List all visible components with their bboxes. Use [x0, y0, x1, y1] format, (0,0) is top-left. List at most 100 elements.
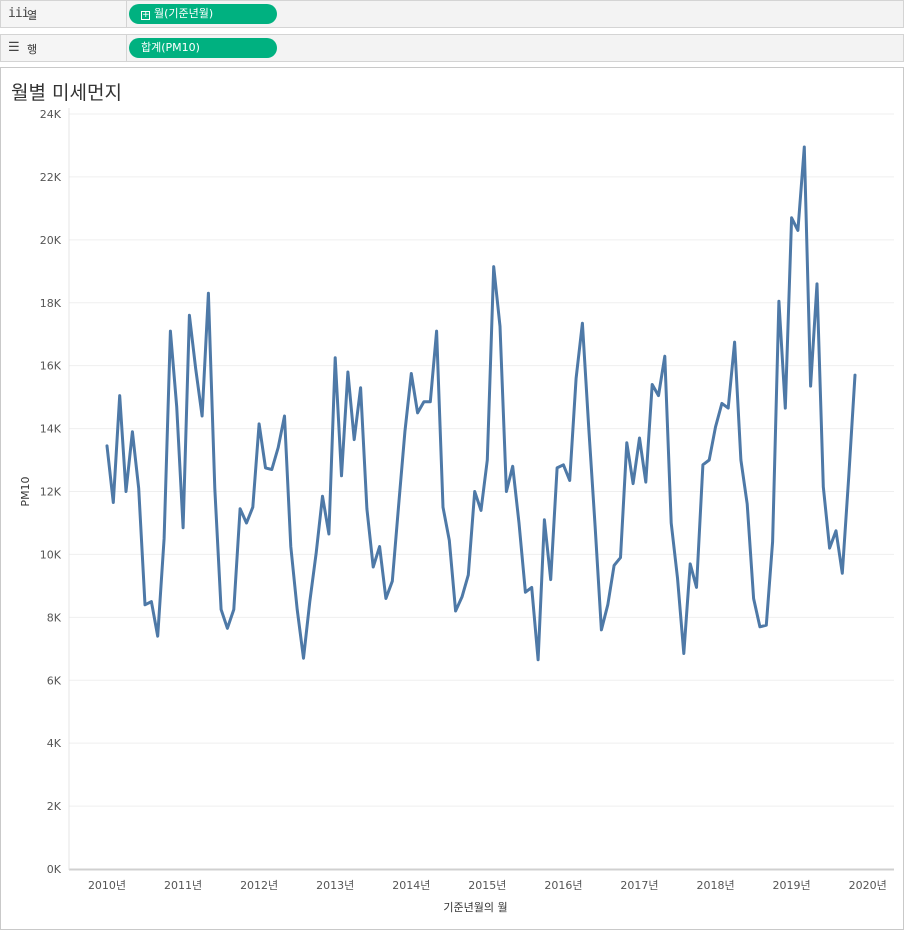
- data-point[interactable]: [441, 505, 446, 510]
- data-point[interactable]: [111, 500, 116, 505]
- data-point[interactable]: [643, 480, 648, 485]
- data-point[interactable]: [320, 494, 325, 499]
- data-point[interactable]: [282, 414, 287, 419]
- data-point[interactable]: [808, 384, 813, 389]
- data-point[interactable]: [326, 532, 331, 537]
- data-point[interactable]: [853, 373, 858, 378]
- data-point[interactable]: [846, 475, 851, 480]
- data-point[interactable]: [624, 440, 629, 445]
- data-point[interactable]: [295, 607, 300, 612]
- data-point[interactable]: [174, 404, 179, 409]
- data-point[interactable]: [364, 506, 369, 511]
- data-point[interactable]: [669, 521, 674, 526]
- data-point[interactable]: [212, 486, 217, 491]
- data-point[interactable]: [200, 414, 205, 419]
- data-point[interactable]: [745, 502, 750, 507]
- data-point[interactable]: [314, 550, 319, 555]
- data-point[interactable]: [352, 437, 357, 442]
- data-point[interactable]: [751, 596, 756, 601]
- data-point[interactable]: [561, 462, 566, 467]
- data-point[interactable]: [447, 538, 452, 543]
- data-point[interactable]: [193, 366, 198, 371]
- data-point[interactable]: [523, 590, 528, 595]
- data-point[interactable]: [238, 506, 243, 511]
- data-point[interactable]: [726, 406, 731, 411]
- series-line[interactable]: [105, 145, 857, 662]
- data-point[interactable]: [548, 577, 553, 582]
- data-point[interactable]: [383, 596, 388, 601]
- data-point[interactable]: [834, 528, 839, 533]
- data-point[interactable]: [453, 609, 458, 614]
- data-point[interactable]: [358, 385, 363, 390]
- data-point[interactable]: [719, 401, 724, 406]
- data-point[interactable]: [485, 458, 490, 463]
- data-point[interactable]: [637, 436, 642, 441]
- data-point[interactable]: [631, 481, 636, 486]
- data-point[interactable]: [181, 525, 186, 530]
- data-point[interactable]: [143, 602, 148, 607]
- data-point[interactable]: [345, 370, 350, 375]
- rows-pill[interactable]: 합계(PM10): [129, 38, 277, 58]
- data-point[interactable]: [662, 354, 667, 359]
- data-point[interactable]: [821, 484, 826, 489]
- rows-drop-area[interactable]: 합계(PM10): [127, 35, 903, 61]
- data-point[interactable]: [789, 215, 794, 220]
- data-point[interactable]: [605, 602, 610, 607]
- data-point[interactable]: [529, 585, 534, 590]
- data-point[interactable]: [472, 489, 477, 494]
- data-point[interactable]: [681, 651, 686, 656]
- data-point[interactable]: [517, 521, 522, 526]
- data-point[interactable]: [555, 465, 560, 470]
- data-point[interactable]: [402, 429, 407, 434]
- data-point[interactable]: [428, 399, 433, 404]
- data-point[interactable]: [536, 657, 541, 662]
- data-point[interactable]: [599, 627, 604, 632]
- data-point[interactable]: [542, 517, 547, 522]
- data-point[interactable]: [510, 464, 515, 469]
- data-point[interactable]: [650, 382, 655, 387]
- data-point[interactable]: [795, 228, 800, 233]
- data-point[interactable]: [377, 544, 382, 549]
- data-point[interactable]: [802, 145, 807, 150]
- data-point[interactable]: [504, 489, 509, 494]
- data-point[interactable]: [783, 406, 788, 411]
- data-point[interactable]: [593, 524, 598, 529]
- data-point[interactable]: [827, 546, 832, 551]
- data-point[interactable]: [155, 634, 160, 639]
- data-point[interactable]: [612, 563, 617, 568]
- columns-pill[interactable]: + 월(기준년월): [129, 4, 277, 24]
- data-point[interactable]: [276, 445, 281, 450]
- data-point[interactable]: [700, 462, 705, 467]
- data-point[interactable]: [618, 555, 623, 560]
- data-point[interactable]: [409, 371, 414, 376]
- data-point[interactable]: [219, 607, 224, 612]
- data-point[interactable]: [815, 281, 820, 286]
- data-point[interactable]: [301, 656, 306, 661]
- data-point[interactable]: [187, 313, 192, 318]
- data-point[interactable]: [136, 486, 141, 491]
- data-point[interactable]: [840, 571, 845, 576]
- data-point[interactable]: [396, 503, 401, 508]
- data-point[interactable]: [117, 393, 122, 398]
- data-point[interactable]: [257, 421, 262, 426]
- data-point[interactable]: [479, 508, 484, 513]
- data-point[interactable]: [694, 585, 699, 590]
- data-point[interactable]: [764, 623, 769, 628]
- data-point[interactable]: [580, 321, 585, 326]
- data-point[interactable]: [466, 572, 471, 577]
- data-point[interactable]: [738, 458, 743, 463]
- columns-drop-area[interactable]: + 월(기준년월): [127, 1, 903, 27]
- data-point[interactable]: [288, 544, 293, 549]
- data-point[interactable]: [732, 340, 737, 345]
- data-point[interactable]: [656, 393, 661, 398]
- data-point[interactable]: [250, 505, 255, 510]
- expand-plus-icon[interactable]: +: [141, 10, 150, 20]
- data-point[interactable]: [307, 599, 312, 604]
- data-point[interactable]: [333, 355, 338, 360]
- data-point[interactable]: [421, 399, 426, 404]
- data-point[interactable]: [707, 458, 712, 463]
- data-point[interactable]: [231, 607, 236, 612]
- data-point[interactable]: [586, 426, 591, 431]
- data-point[interactable]: [168, 329, 173, 334]
- data-point[interactable]: [770, 539, 775, 544]
